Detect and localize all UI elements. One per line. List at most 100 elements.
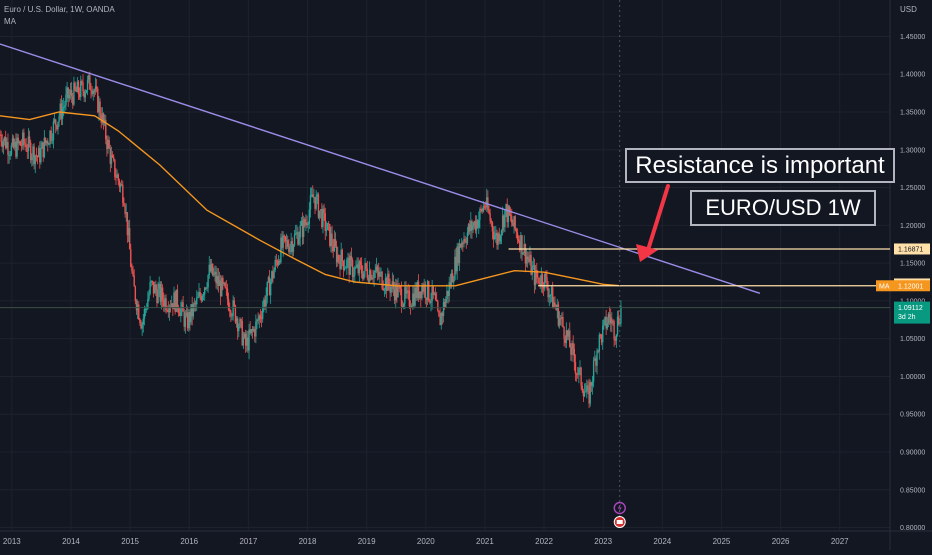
candle-body xyxy=(558,318,561,326)
candle-body xyxy=(225,287,228,289)
candle-body xyxy=(19,141,22,146)
candle-body xyxy=(547,288,549,298)
candle-body xyxy=(423,284,425,292)
candle-body xyxy=(541,274,544,287)
candle-body xyxy=(550,287,553,295)
candle-body xyxy=(323,208,325,214)
candle-body xyxy=(149,282,151,294)
resistance-trendline xyxy=(0,43,761,294)
candle-body xyxy=(476,220,479,228)
candle-body xyxy=(141,324,143,329)
candle-body xyxy=(455,256,457,272)
candle-body xyxy=(99,101,101,116)
candle-body xyxy=(519,241,521,251)
candle-body xyxy=(53,119,56,122)
candle-body xyxy=(202,294,205,296)
candle-body xyxy=(345,267,347,269)
price-axis-label: 1.45000 xyxy=(900,34,925,41)
candle-body xyxy=(483,206,486,208)
candle-body xyxy=(329,224,331,246)
candle-body xyxy=(462,242,464,244)
candle-body xyxy=(581,385,583,391)
candle-body xyxy=(274,260,276,271)
indicator-label-ma[interactable]: MA xyxy=(4,17,16,26)
candle-body xyxy=(421,286,423,299)
candle-body xyxy=(407,290,409,292)
candle-body xyxy=(456,246,458,272)
price-tag-value: 1.16871 xyxy=(898,246,923,253)
candle-body xyxy=(504,210,506,228)
candle-body xyxy=(214,271,216,274)
candle-body xyxy=(573,348,576,363)
candle-body xyxy=(164,298,166,307)
candle-body xyxy=(119,184,122,188)
candle-body xyxy=(130,249,132,267)
candle-body xyxy=(486,197,488,208)
candle-body xyxy=(592,360,595,382)
candle-body xyxy=(357,264,359,274)
candle-body xyxy=(363,271,365,279)
candle-body xyxy=(186,312,189,329)
chart-title[interactable]: Euro / U.S. Dollar, 1W, OANDA xyxy=(4,5,115,14)
candle-body xyxy=(275,260,278,262)
candle-body xyxy=(439,316,441,326)
time-axis-label: 2021 xyxy=(476,537,494,546)
moving-average-line xyxy=(0,111,621,287)
candle-body xyxy=(128,228,131,250)
candle-body xyxy=(446,290,448,299)
candle-body xyxy=(183,311,185,327)
candle-body xyxy=(197,297,199,299)
symbol-annotation[interactable]: EURO/USD 1W xyxy=(690,190,876,226)
candle-body xyxy=(276,261,279,265)
candle-body xyxy=(479,209,481,220)
candle-body xyxy=(175,289,177,312)
candle-body xyxy=(243,333,246,338)
candle-body xyxy=(298,237,300,245)
candle-body xyxy=(268,277,271,296)
resistance-annotation[interactable]: Resistance is important xyxy=(625,148,895,183)
candle-body xyxy=(9,154,11,156)
candle-body xyxy=(30,142,32,161)
price-tag-bg xyxy=(894,243,930,255)
candle-body xyxy=(343,267,346,270)
candle-body xyxy=(466,232,469,243)
candle-body xyxy=(148,293,150,300)
candle-body xyxy=(342,260,345,270)
candle-body xyxy=(420,291,422,299)
candle-body xyxy=(371,277,373,280)
candle-body xyxy=(317,194,320,218)
candle-body xyxy=(506,204,508,223)
candle-body xyxy=(152,281,155,294)
candle-body xyxy=(509,214,512,217)
candle-body xyxy=(346,259,348,268)
candle-body xyxy=(478,219,480,228)
candle-body xyxy=(321,209,323,227)
candle-body xyxy=(211,263,214,276)
candle-body xyxy=(418,291,421,299)
candle-body xyxy=(199,292,201,297)
candle-body xyxy=(83,91,85,98)
candle-body xyxy=(272,271,274,279)
candle-body xyxy=(248,329,250,351)
candle-body xyxy=(362,273,364,279)
candle-body xyxy=(528,259,530,262)
candle-body xyxy=(43,137,46,158)
candle-body xyxy=(500,230,503,236)
candle-body xyxy=(337,255,339,263)
candle-body xyxy=(80,81,82,98)
candle-body xyxy=(489,213,491,221)
candle-body xyxy=(379,272,381,277)
candle-body xyxy=(188,312,190,329)
candle-body xyxy=(294,233,297,235)
candle-body xyxy=(118,180,121,188)
candle-body xyxy=(616,316,619,335)
candle-body xyxy=(473,221,475,226)
time-axis-label: 2013 xyxy=(3,537,21,546)
candle-body xyxy=(113,157,115,160)
candle-body xyxy=(559,318,562,320)
candle-body xyxy=(544,273,546,289)
candle-body xyxy=(507,206,510,223)
price-axis-label: 1.35000 xyxy=(900,110,925,117)
